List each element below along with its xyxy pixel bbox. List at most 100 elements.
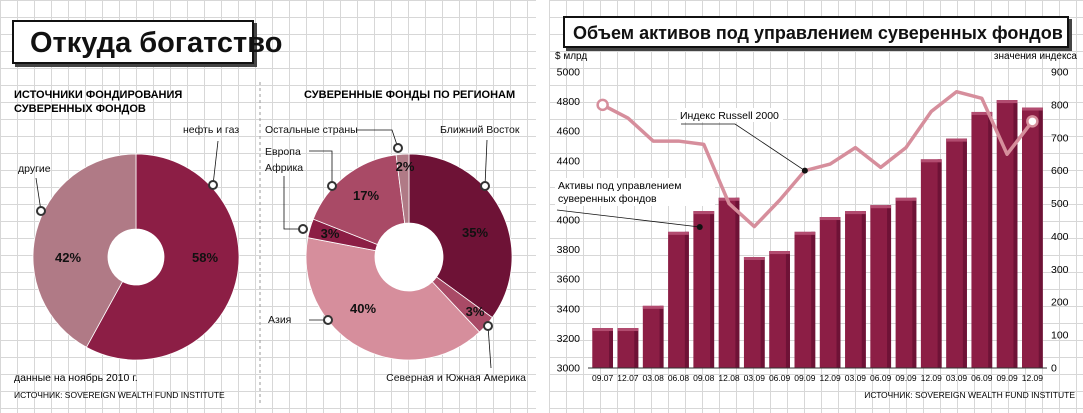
bar-top xyxy=(617,328,639,332)
donut-funding-sources: 58% 42% нефть и газ другие xyxy=(18,124,239,361)
x-tick-label: 09.09 xyxy=(996,373,1018,383)
bar xyxy=(794,231,816,368)
bar-side xyxy=(634,328,639,368)
y-tick-label: 4600 xyxy=(557,126,581,138)
y2-tick-label: 600 xyxy=(1051,165,1069,177)
y-tick-label: 3600 xyxy=(557,274,581,286)
annotation-bg xyxy=(677,108,783,122)
bar-top xyxy=(668,231,689,235)
donut-regions: 35% 3% 40% 3% 17% 2% Ближний Восток Северная и … xyxy=(265,124,526,384)
bar xyxy=(769,251,790,368)
slice-value-label: 58% xyxy=(192,250,218,265)
bar xyxy=(743,257,765,368)
x-tick-label: 06.08 xyxy=(668,373,690,383)
donut-charts: ИСТОЧНИКИ ФОНДИРОВАНИЯ СУВЕРЕННЫХ ФОНДОВ… xyxy=(14,82,526,404)
y-tick-label: 4400 xyxy=(557,155,581,167)
donut-hole xyxy=(108,229,164,285)
annotation-leader xyxy=(556,209,700,228)
category-label: Азия xyxy=(268,314,291,326)
bar xyxy=(592,328,614,368)
category-label: Африка xyxy=(265,162,303,174)
y2-tick-label: 900 xyxy=(1051,67,1069,79)
source-note: ИСТОЧНИК: SOVEREIGN WEALTH FUND INSTITUT… xyxy=(864,390,1075,400)
callout-line xyxy=(309,150,333,186)
y2-axis-label: значения индекса xyxy=(994,51,1078,62)
bar-side xyxy=(887,205,892,368)
x-tick-label: 12.09 xyxy=(921,373,943,383)
bar xyxy=(617,328,639,368)
bar-top xyxy=(794,231,816,235)
slice-value-label: 40% xyxy=(350,301,376,316)
donut-hole xyxy=(375,223,443,291)
slice-value-label: 42% xyxy=(55,250,81,265)
bar-top xyxy=(895,197,917,201)
bar-side xyxy=(811,231,816,368)
callout-dot xyxy=(208,180,218,190)
bar xyxy=(668,231,689,368)
bar-top xyxy=(743,257,765,260)
category-label: Ближний Восток xyxy=(440,124,520,136)
callout-dot xyxy=(36,206,46,216)
assets-chart-panel: 3000320034003600380040004200440046004800… xyxy=(549,0,1083,413)
slice-value-label: 2% xyxy=(396,159,415,174)
callout-line xyxy=(35,177,42,212)
bar-top xyxy=(769,251,790,255)
bar-top xyxy=(693,211,715,215)
x-tick-label: 09.09 xyxy=(895,373,917,383)
bar-top xyxy=(920,159,942,163)
bar xyxy=(996,100,1018,369)
y2-tick-label: 400 xyxy=(1051,231,1069,243)
bar-side xyxy=(988,111,993,369)
bar-top xyxy=(870,205,892,209)
bar xyxy=(870,205,892,368)
annotation-assets-line1: Активы под управлением xyxy=(558,180,681,192)
bar xyxy=(971,111,993,369)
bar-side xyxy=(735,197,740,368)
y-tick-label: 3000 xyxy=(557,363,581,375)
donut1-title-line2: СУВЕРЕННЫХ ФОНДОВ xyxy=(14,103,146,115)
callout-dot xyxy=(393,143,403,153)
donut2-title: СУВЕРЕННЫЕ ФОНДЫ ПО РЕГИОНАМ xyxy=(304,89,515,101)
y2-tick-label: 500 xyxy=(1051,198,1069,210)
y-tick-label: 3400 xyxy=(557,303,581,315)
bar-side xyxy=(937,159,942,368)
x-tick-label: 06.09 xyxy=(769,373,791,383)
wealth-sources-panel: Откуда богатство ИСТОЧНИКИ ФОНДИРОВАНИЯ … xyxy=(0,0,536,413)
bar-top xyxy=(845,211,866,215)
slice-value-label: 17% xyxy=(353,188,379,203)
bar-top xyxy=(946,138,967,142)
callout-line xyxy=(356,129,399,149)
annotation-dot xyxy=(801,167,808,174)
panel-title: Откуда богатство xyxy=(12,20,282,64)
slice-value-label: 35% xyxy=(462,225,488,240)
x-tick-label: 09.08 xyxy=(693,373,715,383)
bar xyxy=(642,305,664,368)
bar-top xyxy=(996,100,1018,104)
bar-top xyxy=(1021,107,1043,111)
bar-side xyxy=(962,138,967,368)
donut1-title-line1: ИСТОЧНИКИ ФОНДИРОВАНИЯ xyxy=(14,89,182,101)
annotation-leader xyxy=(681,123,806,171)
callout-dot xyxy=(483,321,493,331)
bar xyxy=(819,217,841,368)
bar-side xyxy=(861,211,866,368)
line-end-marker xyxy=(1026,115,1039,128)
bar-side xyxy=(609,328,614,368)
assets-bar-line-chart: 3000320034003600380040004200440046004800… xyxy=(555,51,1078,400)
callout-line xyxy=(283,176,303,230)
bar-side xyxy=(1013,100,1018,369)
y-tick-label: 5000 xyxy=(557,67,581,79)
x-tick-label: 06.09 xyxy=(971,373,993,383)
x-tick-label: 09.07 xyxy=(592,373,614,383)
slice-value-label: 3% xyxy=(321,226,340,241)
callout-dot xyxy=(323,315,333,325)
annotation-russell: Индекс Russell 2000 xyxy=(680,110,779,122)
y-tick-label: 4000 xyxy=(557,215,581,227)
axes: 3000320034003600380040004200440046004800… xyxy=(557,67,1069,384)
x-tick-label: 12.08 xyxy=(718,373,740,383)
callout-dot xyxy=(480,181,490,191)
bar-side xyxy=(836,217,841,368)
x-tick-label: 03.09 xyxy=(946,373,968,383)
callout-line xyxy=(484,139,488,187)
bar-series xyxy=(592,100,1043,369)
